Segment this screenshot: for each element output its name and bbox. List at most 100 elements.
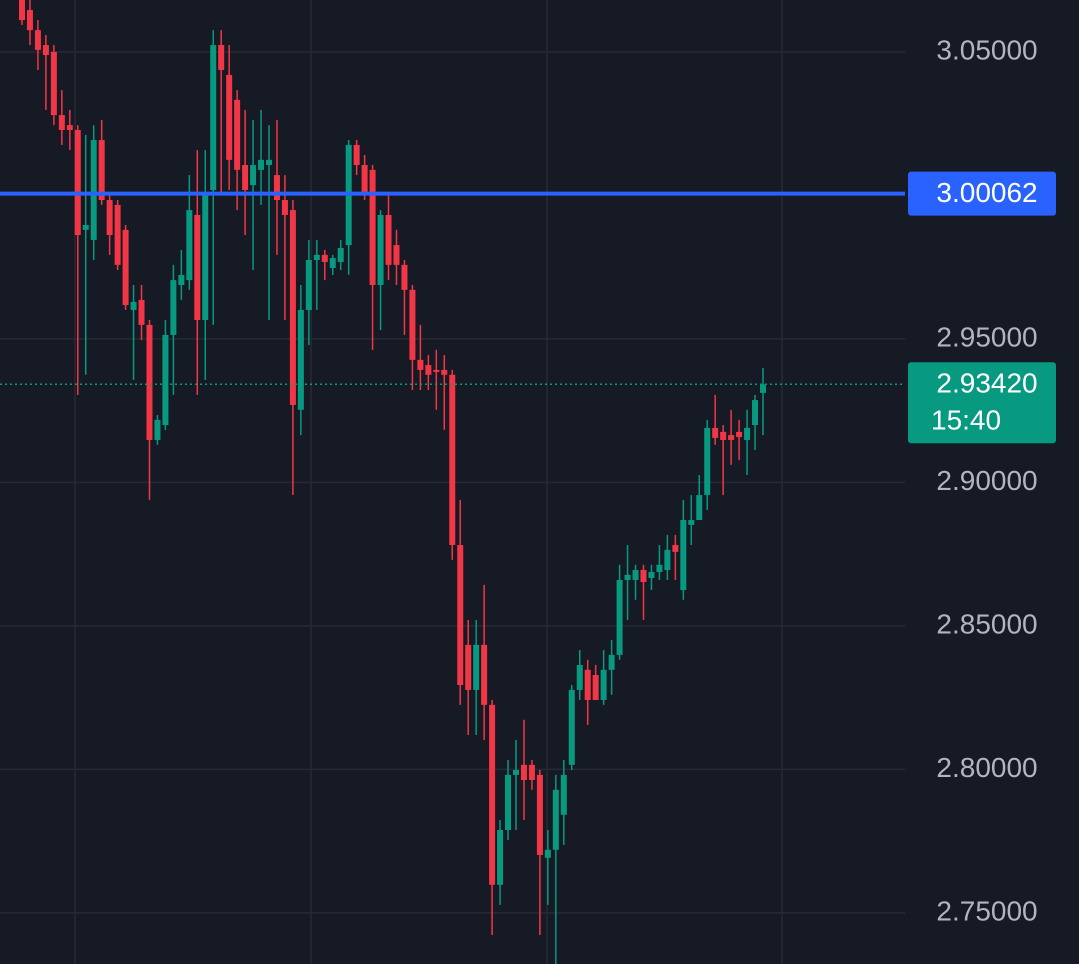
candle-body — [481, 644, 488, 705]
candle-body — [409, 289, 416, 360]
candle-body — [289, 210, 296, 405]
candle-body — [50, 51, 57, 116]
candle-body — [154, 419, 161, 440]
candle-body — [544, 849, 551, 858]
candle-body — [497, 829, 504, 885]
candle-body — [297, 309, 304, 410]
candle-body — [552, 789, 559, 850]
candle-body — [672, 544, 679, 552]
last-price-label: 2.93420 — [936, 368, 1037, 399]
candle-body — [234, 99, 241, 170]
candle-body — [281, 200, 288, 215]
hline-label-box — [908, 171, 1056, 216]
candle-body — [744, 427, 751, 440]
candle-body — [568, 689, 575, 765]
y-tick-label: 2.75000 — [936, 895, 1037, 926]
candle-body — [728, 435, 735, 440]
candle-body — [186, 210, 193, 281]
candle-body — [528, 764, 535, 781]
candle-body — [457, 544, 464, 686]
candle-body — [258, 159, 265, 170]
candle-body — [218, 45, 225, 71]
candle-body — [58, 115, 65, 131]
candle-body — [632, 569, 639, 581]
candle-body — [313, 254, 320, 261]
candle-body — [130, 301, 137, 310]
candle-body — [361, 165, 368, 195]
candle-body — [465, 644, 472, 690]
candle-body — [194, 214, 201, 320]
candle-body — [505, 774, 512, 830]
last-price-box — [908, 362, 1056, 444]
candle-body — [377, 214, 384, 285]
y-tick-label: 3.05000 — [936, 34, 1037, 65]
candle-body — [584, 669, 591, 700]
candle-body — [178, 274, 185, 285]
candle-body — [425, 365, 432, 375]
candle-body — [560, 774, 567, 815]
candle-body — [536, 774, 543, 855]
y-tick-label: 2.85000 — [936, 608, 1037, 639]
candle-body — [688, 520, 695, 525]
candle-body — [74, 130, 81, 236]
candle-body — [42, 45, 49, 56]
candle-body — [760, 384, 766, 393]
candle-body — [624, 574, 631, 581]
candle-body — [250, 165, 257, 186]
candle-body — [393, 245, 400, 265]
candle-body — [608, 654, 615, 670]
candle-body — [385, 214, 392, 265]
y-tick-label: 2.80000 — [936, 752, 1037, 783]
candle-body — [226, 74, 233, 160]
countdown-label: 15:40 — [931, 405, 1001, 436]
candle-body — [640, 569, 647, 583]
candle-body — [138, 299, 145, 325]
candle-body — [266, 159, 272, 166]
candle-body — [146, 324, 153, 440]
hline-label: 3.00062 — [936, 177, 1037, 208]
candle-body — [696, 495, 703, 521]
candle-body — [329, 258, 336, 269]
candle-body — [449, 374, 456, 545]
candle-body — [26, 10, 33, 31]
candle-body — [489, 704, 496, 885]
candle-body — [592, 675, 599, 700]
candle-body — [162, 334, 169, 426]
candle-body — [656, 564, 663, 572]
candle-body — [680, 520, 687, 591]
candles — [19, 0, 766, 964]
overlay: 3.00062 2.93420 15:40 — [0, 171, 1056, 444]
candle-body — [170, 280, 177, 335]
grid: 2.75000 2.80000 2.85000 2.90000 2.95000 3.050… — [0, 34, 1038, 926]
candle-body — [273, 175, 280, 201]
candle-body — [616, 580, 623, 655]
candle-body — [401, 264, 408, 290]
candle-body — [19, 0, 25, 21]
candle-body — [210, 45, 217, 190]
candle-body — [520, 764, 527, 781]
candle-body — [106, 200, 113, 236]
candle-body — [648, 571, 655, 578]
candle-body — [664, 549, 671, 570]
candle-body — [473, 644, 480, 690]
candle-body — [90, 140, 97, 240]
candle-body — [752, 400, 759, 426]
y-tick-label: 2.95000 — [936, 321, 1037, 352]
candle-body — [720, 431, 727, 440]
candle-body — [441, 369, 448, 375]
candle-body — [202, 194, 209, 320]
candle-body — [122, 229, 129, 306]
candle-body — [305, 260, 312, 310]
candle-body — [353, 144, 360, 166]
candle-body — [337, 247, 344, 263]
candle-body — [114, 204, 121, 265]
candle-body — [417, 359, 424, 370]
candle-body — [66, 125, 73, 131]
y-tick-label: 2.90000 — [936, 465, 1037, 496]
candle-body — [513, 769, 519, 775]
candle-body — [242, 165, 249, 190]
candle-body — [98, 140, 105, 201]
candle-body — [600, 669, 607, 700]
candle-body — [712, 427, 719, 438]
